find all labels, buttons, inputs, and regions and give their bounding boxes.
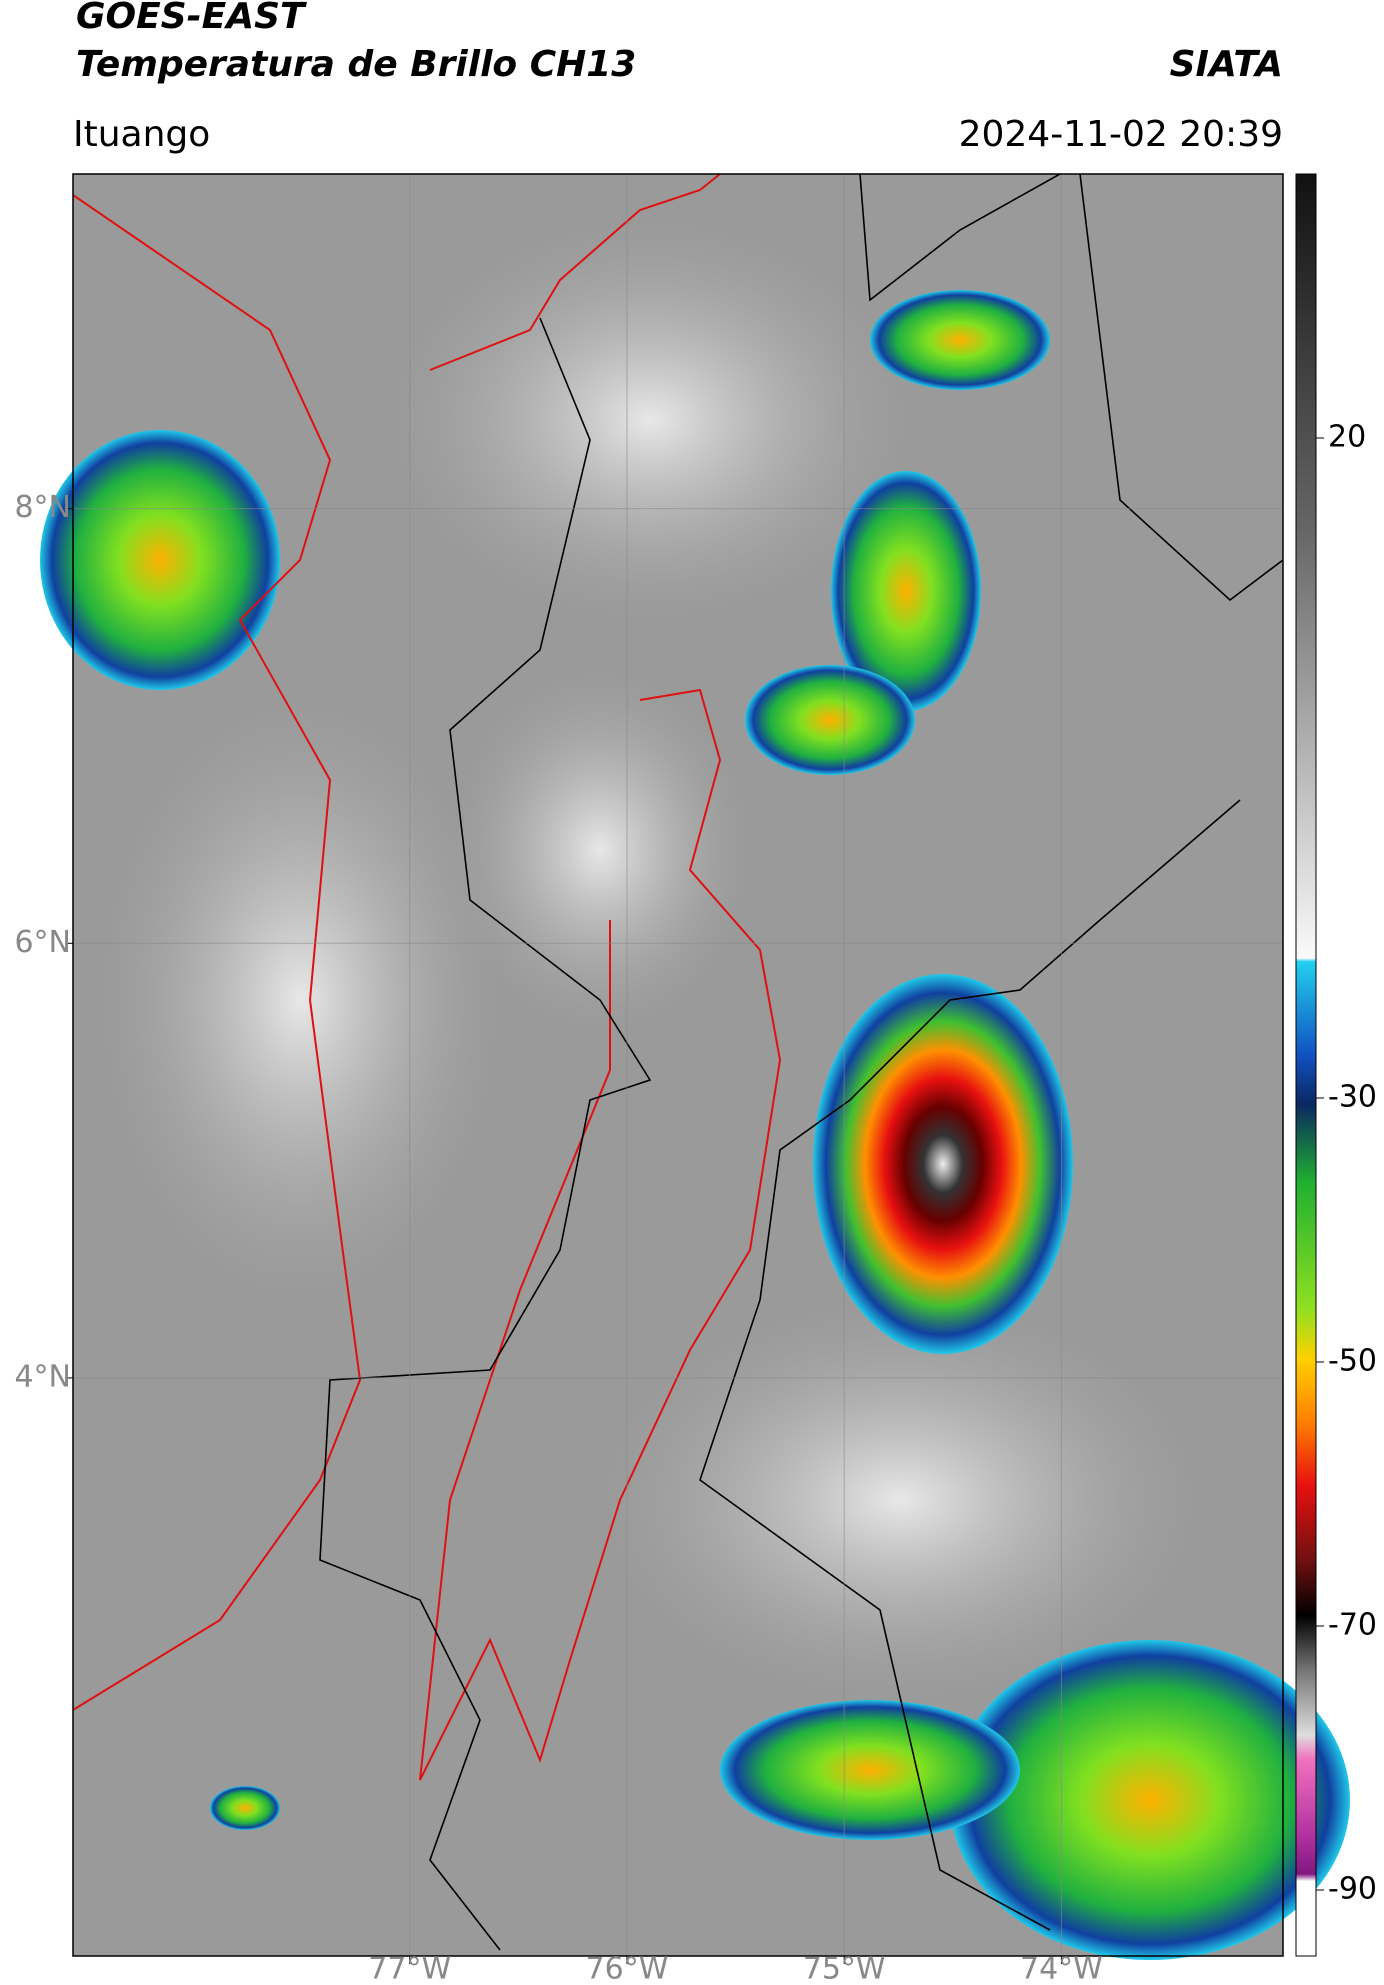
colorbar-tick-label: -70 bbox=[1328, 1608, 1377, 1643]
department-border bbox=[319, 317, 652, 1951]
department-border bbox=[419, 688, 782, 1781]
coastline bbox=[429, 173, 721, 371]
storm bbox=[813, 974, 1073, 1354]
convection bbox=[870, 290, 1050, 390]
lon-tick-label: 77°W bbox=[368, 1952, 451, 1982]
colorbar-tick-label: 20 bbox=[1328, 420, 1366, 455]
lon-tick-label: 74°W bbox=[1020, 1952, 1103, 1982]
lon-tick-label: 75°W bbox=[803, 1952, 886, 1982]
colorbar bbox=[1295, 173, 1317, 1957]
convection bbox=[831, 471, 981, 711]
convection bbox=[210, 1786, 280, 1830]
coastline bbox=[72, 194, 362, 1711]
subtitle: Temperatura de Brillo CH13 bbox=[76, 44, 636, 85]
cloud bbox=[100, 700, 500, 1300]
cloud bbox=[390, 220, 910, 620]
colorbar-tick-label: -50 bbox=[1328, 1344, 1377, 1379]
colorbar-tick-label: -30 bbox=[1328, 1080, 1377, 1115]
datetime: 2024-11-02 20:39 bbox=[959, 114, 1283, 155]
map-frame bbox=[72, 173, 1284, 1957]
lat-tick-label: 4°N bbox=[14, 1359, 71, 1394]
convection bbox=[720, 1700, 1020, 1840]
department-border bbox=[859, 173, 1061, 302]
convection bbox=[950, 1640, 1350, 1960]
cloud bbox=[600, 1300, 1200, 1700]
lat-tick-label: 8°N bbox=[14, 490, 71, 525]
convection bbox=[745, 665, 915, 775]
title: GOES-EAST bbox=[76, 0, 307, 37]
convection bbox=[40, 430, 280, 690]
map bbox=[40, 173, 1350, 1960]
location: Ituango bbox=[73, 114, 210, 155]
cloud bbox=[450, 670, 750, 1030]
lon-tick-label: 76°W bbox=[586, 1952, 669, 1982]
colorbar-tick-label: -90 bbox=[1328, 1872, 1377, 1907]
lat-tick-label: 6°N bbox=[14, 925, 71, 960]
source: SIATA bbox=[1170, 44, 1283, 85]
department-border bbox=[1079, 173, 1284, 602]
department-border bbox=[699, 799, 1241, 1931]
